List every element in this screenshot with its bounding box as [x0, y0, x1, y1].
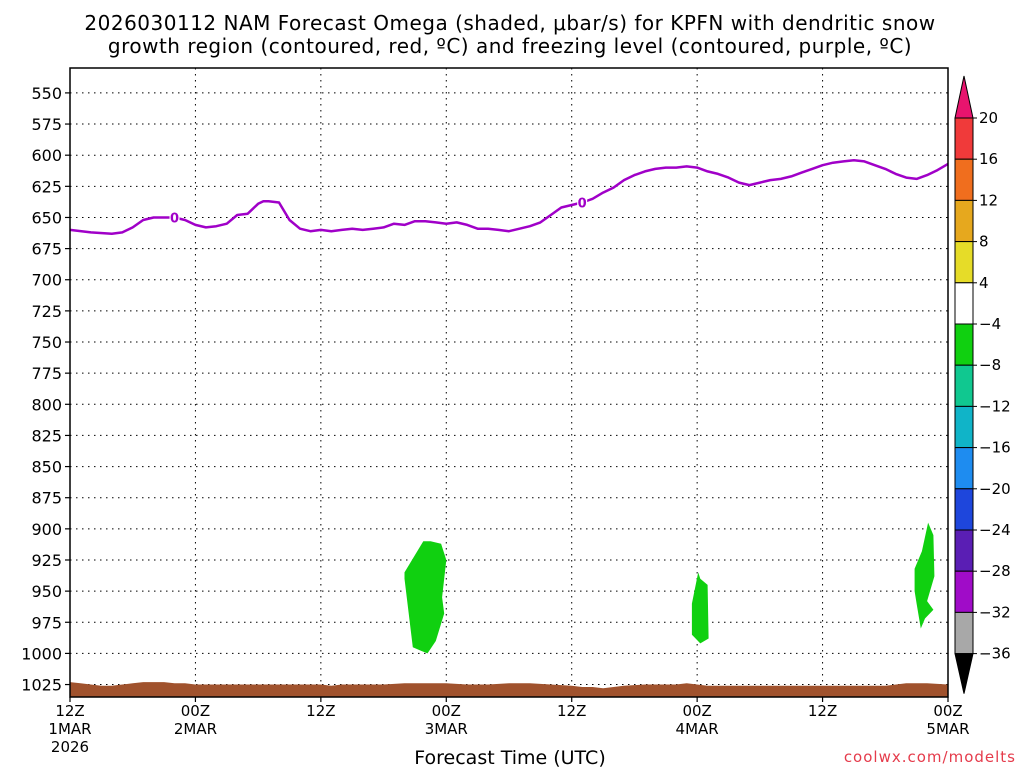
terrain-fill: [70, 682, 948, 697]
y-axis: 550 575 600 625 650 675 700 725 750 775 800 825 850 8…: [21, 84, 70, 695]
x-tick-date: 5MAR: [926, 720, 969, 738]
y-tick-label: 1000: [21, 644, 62, 663]
colorbar-segment: [954, 611, 974, 655]
freezing-level-contour: 00: [69, 158, 949, 235]
colorbar-segment: [954, 405, 974, 449]
x-tick-label: 12Z: [808, 702, 837, 720]
colorbar-label: 8: [979, 233, 989, 251]
x-tick-date: 3MAR: [425, 720, 468, 738]
colorbar-segment: [954, 241, 974, 284]
plot-frame: [69, 67, 949, 698]
x-tick-date: 4MAR: [676, 720, 719, 738]
colorbar-segment: [954, 364, 974, 407]
omega-region: [914, 522, 935, 629]
y-tick-label: 825: [31, 426, 62, 445]
x-tick-date: 2MAR: [174, 720, 217, 738]
y-tick-label: 975: [31, 613, 62, 632]
colorbar-segment: [954, 199, 974, 243]
x-tick-label: 12Z: [306, 702, 335, 720]
contour-label-background: [577, 194, 588, 211]
colorbar-label: −36: [979, 645, 1011, 663]
colorbar-label: −20: [979, 480, 1011, 498]
y-tick-label: 800: [31, 395, 62, 414]
colorbar-label: 16: [979, 150, 998, 168]
y-tick-label: 550: [31, 84, 62, 103]
omega-region: [404, 541, 447, 654]
omega-region: [691, 572, 709, 644]
x-tick-label: 00Z: [682, 702, 711, 720]
contour-label: 0: [170, 211, 179, 226]
y-tick-label: 900: [31, 520, 62, 539]
colorbar-segment: [954, 282, 974, 325]
colorbar-segment: [954, 158, 974, 201]
contour-label-background: [169, 209, 180, 226]
colorbar-label: −28: [979, 562, 1011, 580]
x-tick-year: 2026: [51, 738, 89, 756]
colorbar-segment: [954, 117, 974, 160]
colorbar-segment: [954, 323, 974, 366]
x-tick-label: 12Z: [557, 702, 586, 720]
omega-shading: [404, 522, 935, 654]
credit-text: coolwx.com/modelts: [844, 748, 1016, 766]
colorbar-label: −8: [979, 356, 1001, 374]
colorbar-segment: [954, 529, 974, 572]
y-tick-label: 700: [31, 271, 62, 290]
x-tick-label: 00Z: [181, 702, 210, 720]
gridlines: [70, 68, 948, 697]
colorbar-top-arrow: [954, 75, 974, 119]
x-tick-label: 12Z: [55, 702, 84, 720]
freezing-level-line: [69, 158, 949, 235]
colorbar-label: −16: [979, 439, 1011, 457]
colorbar-label: 4: [979, 274, 989, 292]
plot-background: [70, 68, 948, 697]
y-tick-label: 675: [31, 240, 62, 259]
y-tick-label: 775: [31, 364, 62, 383]
colorbar-label: −12: [979, 397, 1011, 415]
colorbar-bottom-arrow: [954, 653, 974, 694]
colorbar: 20 16 12 8 4 −4 −8 −12 −16 −20 −24 −28 −32 −36: [954, 75, 1011, 694]
colorbar-label: 20: [979, 109, 998, 127]
contour-label: 0: [578, 197, 587, 212]
terrain: [70, 682, 948, 697]
y-tick-label: 875: [31, 489, 62, 508]
y-tick-label: 925: [31, 551, 62, 570]
y-tick-label: 650: [31, 208, 62, 227]
colorbar-label: −4: [979, 315, 1001, 333]
plot-area: [70, 68, 948, 697]
x-tick-label: 00Z: [432, 702, 461, 720]
y-tick-label: 750: [31, 333, 62, 352]
colorbar-label: 12: [979, 191, 998, 209]
x-tick-label: 00Z: [933, 702, 962, 720]
x-axis-label: Forecast Time (UTC): [414, 747, 605, 768]
y-tick-label: 725: [31, 302, 62, 321]
y-tick-label: 625: [31, 177, 62, 196]
colorbar-segment: [954, 488, 974, 531]
y-tick-label: 950: [31, 582, 62, 601]
colorbar-label: −24: [979, 521, 1011, 539]
chart-title-line1: 2026030112 NAM Forecast Omega (shaded, μ…: [84, 11, 935, 35]
colorbar-label: −32: [979, 603, 1011, 621]
x-tick-date: 1MAR: [48, 720, 91, 738]
plot-border: [69, 67, 949, 698]
colorbar-segment: [954, 447, 974, 490]
y-tick-label: 850: [31, 458, 62, 477]
colorbar-segment: [954, 570, 974, 613]
y-tick-label: 575: [31, 115, 62, 134]
chart-title-line2: growth region (contoured, red, ºC) and f…: [108, 34, 912, 58]
y-tick-label: 600: [31, 146, 62, 165]
y-tick-label: 1025: [21, 676, 62, 695]
